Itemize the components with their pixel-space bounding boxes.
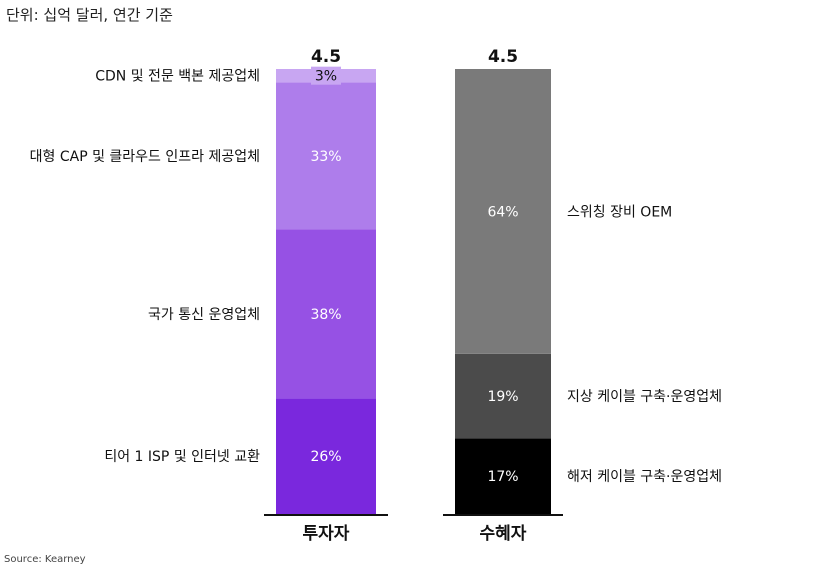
bar-segment: [276, 82, 376, 230]
segment-value-label: 19%: [487, 389, 518, 405]
segment-value-label: 26%: [310, 449, 341, 465]
bar-total-label: 4.5: [311, 47, 341, 67]
segment-value-label: 17%: [487, 469, 518, 485]
segment-name-label: 티어 1 ISP 및 인터넷 교환: [104, 449, 260, 465]
unit-note: 단위: 십억 달러, 연간 기준: [6, 6, 173, 24]
segment-label-badge: [311, 66, 341, 85]
segment-name-label: 스위칭 장비 OEM: [567, 204, 672, 220]
segment-name-label: CDN 및 전문 백본 제공업체: [95, 69, 260, 85]
category-label: 투자자: [303, 524, 350, 544]
segment-name-label: 지상 케이블 구축·운영업체: [567, 389, 722, 405]
segment-name-label: 해저 케이블 구축·운영업체: [567, 469, 722, 485]
category-label: 수혜자: [480, 524, 527, 544]
segment-name-label: 대형 CAP 및 클라우드 인프라 제공업체: [30, 149, 260, 165]
bar-total-label: 4.5: [488, 47, 518, 67]
source-note: Source: Kearney: [4, 554, 86, 565]
bar-segment: [455, 69, 551, 354]
bar-segment: [276, 229, 376, 399]
segment-name-label: 국가 통신 운영업체: [148, 307, 260, 323]
segment-value-label: 64%: [487, 204, 518, 220]
bar-segment: [276, 398, 376, 514]
bar-segment: [455, 438, 551, 514]
segment-value-label: 33%: [310, 149, 341, 165]
segment-value-label: 3%: [315, 69, 337, 85]
bar-segment: [455, 353, 551, 439]
segment-value-label: 38%: [310, 307, 341, 323]
